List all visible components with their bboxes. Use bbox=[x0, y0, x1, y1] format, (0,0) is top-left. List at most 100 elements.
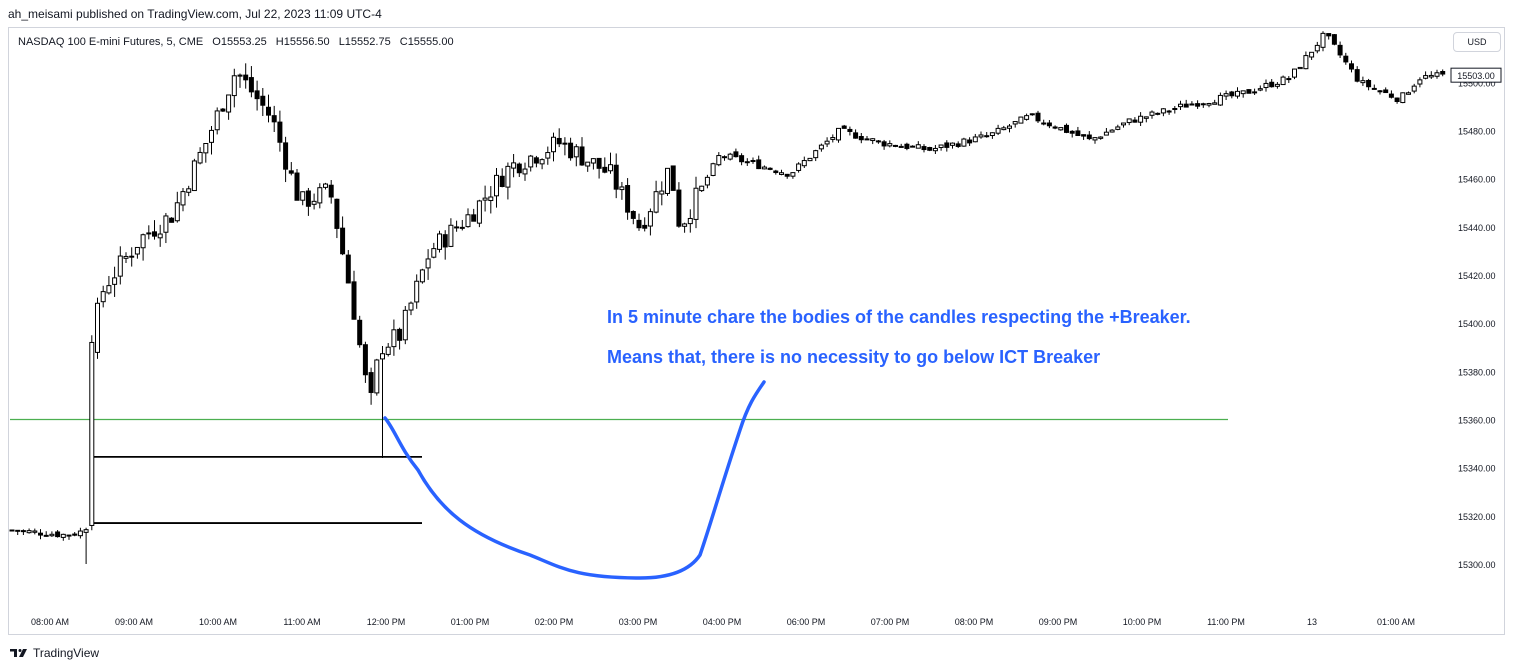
candle-body bbox=[26, 530, 32, 534]
candle-body bbox=[870, 138, 876, 142]
candle bbox=[425, 249, 431, 280]
chart-frame[interactable] bbox=[8, 27, 1505, 635]
candle-body bbox=[482, 197, 488, 201]
x-tick-label: 11:00 PM bbox=[1207, 617, 1245, 627]
candle bbox=[397, 327, 403, 350]
candle bbox=[1092, 137, 1098, 144]
candle-body bbox=[1331, 34, 1337, 45]
candle bbox=[790, 172, 796, 179]
candle-body bbox=[1024, 115, 1030, 120]
candle-body bbox=[1126, 118, 1132, 124]
candle-body bbox=[277, 121, 283, 143]
candle-body bbox=[49, 533, 55, 537]
candle-body bbox=[659, 190, 665, 195]
candle-body bbox=[642, 224, 648, 229]
candle bbox=[203, 143, 209, 163]
candle-body bbox=[374, 359, 380, 394]
candle-body bbox=[767, 167, 773, 170]
candle bbox=[140, 233, 146, 261]
candle-body bbox=[636, 219, 642, 229]
candle bbox=[716, 152, 722, 167]
candle bbox=[1069, 130, 1075, 138]
candle bbox=[653, 180, 659, 214]
candle-body bbox=[505, 165, 511, 188]
candle-body bbox=[556, 137, 562, 145]
x-tick-label: 06:00 PM bbox=[787, 617, 826, 627]
candle-body bbox=[1001, 127, 1007, 131]
candle-body bbox=[647, 211, 653, 227]
candle-body bbox=[1172, 108, 1178, 111]
candle-body bbox=[437, 233, 442, 250]
candle-body bbox=[784, 173, 790, 177]
candle bbox=[875, 140, 881, 144]
candle-body bbox=[283, 142, 289, 170]
candle-body bbox=[881, 141, 887, 147]
candle-body bbox=[157, 233, 163, 239]
candle bbox=[243, 63, 249, 89]
candle-body bbox=[305, 190, 311, 207]
candle bbox=[961, 137, 967, 147]
candle-body bbox=[191, 160, 197, 192]
candle-body bbox=[1138, 115, 1144, 123]
candle-body bbox=[830, 137, 836, 140]
candle bbox=[1377, 90, 1383, 95]
candle-body bbox=[1400, 92, 1406, 104]
candle-body bbox=[613, 164, 619, 190]
candle-body bbox=[596, 157, 602, 169]
candle-body bbox=[271, 115, 277, 123]
candle bbox=[1263, 79, 1269, 92]
candle bbox=[1371, 84, 1377, 90]
candle bbox=[727, 152, 733, 161]
candle-body bbox=[516, 163, 522, 174]
x-tick-label: 04:00 PM bbox=[703, 617, 742, 627]
candle-body bbox=[368, 372, 374, 393]
candle-body bbox=[66, 534, 72, 537]
candle bbox=[1406, 91, 1411, 95]
candle-body bbox=[1121, 122, 1126, 126]
candle bbox=[288, 162, 294, 176]
candle bbox=[437, 230, 442, 253]
footer-brand[interactable]: TradingView bbox=[10, 646, 99, 660]
candle-body bbox=[214, 110, 220, 131]
x-tick-label: 10:00 PM bbox=[1123, 617, 1162, 627]
candle bbox=[807, 157, 813, 162]
candle bbox=[209, 126, 214, 155]
candle bbox=[317, 183, 323, 209]
candle-body bbox=[528, 155, 534, 168]
candle bbox=[767, 167, 773, 171]
candle-body bbox=[226, 94, 232, 113]
candle-body bbox=[1314, 44, 1320, 52]
candle-body bbox=[1406, 92, 1411, 95]
candle-body bbox=[499, 175, 505, 187]
candle-body bbox=[408, 302, 414, 311]
candle bbox=[368, 367, 374, 405]
x-tick-label: 08:00 AM bbox=[31, 617, 69, 627]
candle bbox=[146, 225, 152, 240]
candle bbox=[608, 152, 613, 174]
candle-body bbox=[362, 344, 368, 376]
y-tick-label: 15500.00 bbox=[1458, 78, 1496, 88]
candle bbox=[283, 136, 289, 183]
candle bbox=[910, 145, 916, 148]
currency-button[interactable]: USD bbox=[1453, 32, 1501, 52]
candle-body bbox=[590, 158, 596, 164]
candle bbox=[271, 105, 277, 133]
candle bbox=[796, 162, 802, 173]
annotation-text: In 5 minute chare the bodies of the cand… bbox=[607, 307, 1191, 327]
candle bbox=[374, 358, 380, 396]
candle-body bbox=[1052, 126, 1058, 129]
candle bbox=[670, 165, 676, 191]
candle-body bbox=[1240, 90, 1246, 95]
candle bbox=[26, 528, 32, 534]
candle bbox=[340, 216, 346, 256]
candle bbox=[1143, 116, 1149, 123]
candle-body bbox=[847, 128, 853, 132]
candle-body bbox=[203, 143, 209, 154]
candle-body bbox=[693, 187, 699, 220]
candle-body bbox=[682, 223, 688, 227]
candle bbox=[967, 137, 973, 146]
candle-body bbox=[476, 200, 482, 224]
candle-body bbox=[978, 134, 984, 138]
candle bbox=[556, 128, 562, 148]
